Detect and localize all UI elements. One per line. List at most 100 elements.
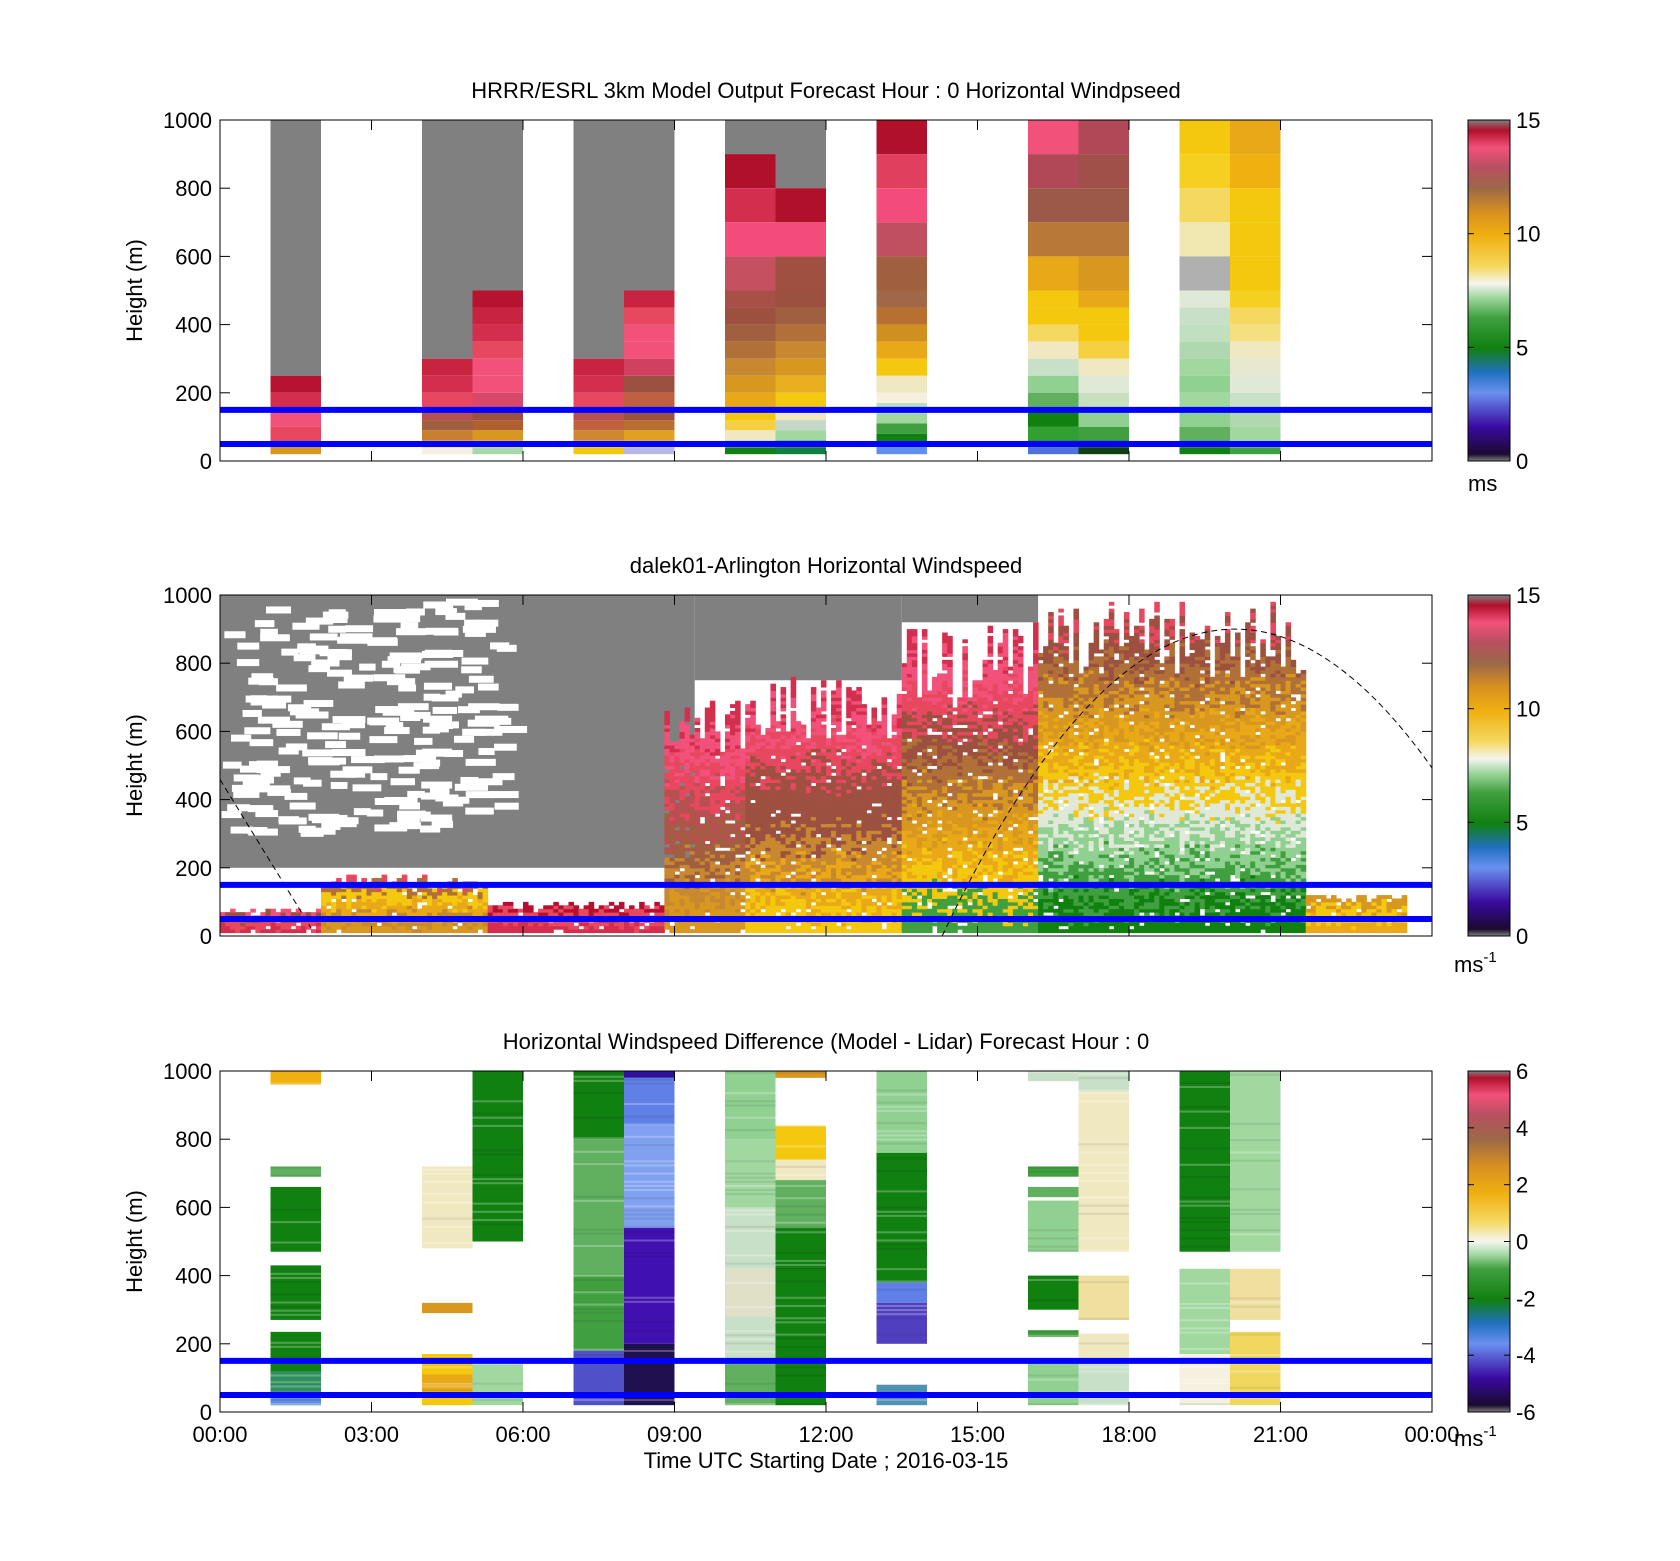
heatmap-cell	[427, 892, 433, 896]
heatmap-cell	[705, 796, 711, 800]
heatmap-cell	[690, 748, 696, 752]
heatmap-cell	[664, 718, 670, 722]
heatmap-cell	[503, 905, 509, 909]
heatmap-cell	[685, 823, 691, 827]
heatmap-cell	[664, 827, 670, 831]
heatmap-cell	[877, 120, 928, 154]
heatmap-cell	[412, 905, 418, 909]
heatmap-cell	[664, 813, 670, 817]
heatmap-cell	[336, 888, 342, 892]
heatmap-cell	[351, 902, 357, 906]
heatmap-cell	[452, 905, 458, 909]
heatmap-cell	[336, 922, 342, 926]
heatmap-cell	[462, 905, 468, 909]
heatmap-cell	[685, 779, 691, 783]
heatmap-cell	[690, 922, 696, 926]
heatmap-cell	[356, 905, 362, 909]
heatmap-cell	[669, 755, 675, 759]
heatmap-cell	[685, 929, 691, 933]
colorbar-tick-label: 15	[1516, 108, 1540, 133]
heatmap-cell	[346, 926, 352, 930]
heatmap-cell	[634, 926, 640, 930]
heatmap-cell	[361, 912, 367, 916]
heatmap-cell	[382, 875, 388, 879]
heatmap-cell	[260, 912, 266, 916]
heatmap-cell	[473, 325, 524, 342]
heatmap-cell	[508, 912, 514, 916]
heatmap-cell	[695, 905, 701, 909]
heatmap-cell	[473, 926, 479, 930]
heatmap-cell	[402, 922, 408, 926]
heatmap-cell	[442, 898, 448, 902]
heatmap-cell	[725, 308, 776, 325]
heatmap-cell	[664, 738, 670, 742]
heatmap-cell	[680, 851, 686, 855]
heatmap-cell	[528, 905, 534, 909]
heatmap-cell	[695, 752, 701, 756]
panel-title: dalek01-Arlington Horizontal Windspeed	[630, 553, 1023, 578]
heatmap-cell	[528, 909, 534, 913]
heatmap-cell	[614, 909, 620, 913]
heatmap-cell	[685, 878, 691, 882]
heatmap-cell	[462, 926, 468, 930]
heatmap-cell	[397, 888, 403, 892]
heatmap-cell	[281, 929, 287, 933]
heatmap-cell	[690, 800, 696, 804]
heatmap-cell	[488, 912, 494, 916]
heatmap-cell	[695, 735, 701, 739]
heatmap-cell	[321, 898, 327, 902]
heatmap-cell	[574, 376, 625, 393]
heatmap-cell	[230, 909, 236, 913]
heatmap-cell	[387, 905, 393, 909]
heatmap-cell	[523, 912, 529, 916]
heatmap-cell	[675, 898, 681, 902]
heatmap-cell	[361, 878, 367, 882]
heatmap-cell	[432, 898, 438, 902]
heatmap-cell	[695, 810, 701, 814]
heatmap-cell	[574, 905, 580, 909]
heatmap-cell	[664, 752, 670, 756]
heatmap-cell	[654, 929, 660, 933]
heatmap-cell	[589, 926, 595, 930]
heatmap-cell	[452, 892, 458, 896]
heatmap-cell	[609, 912, 615, 916]
heatmap-cell	[700, 827, 706, 831]
heatmap-cell	[1079, 256, 1130, 290]
heatmap-cell	[654, 926, 660, 930]
heatmap-cell	[690, 810, 696, 814]
heatmap-cell	[361, 905, 367, 909]
heatmap-cell	[695, 789, 701, 793]
heatmap-cell	[457, 909, 463, 913]
heatmap-cell	[690, 783, 696, 787]
heatmap-cell	[392, 895, 398, 899]
heatmap-cell	[563, 912, 569, 916]
heatmap-cell	[422, 447, 473, 454]
heatmap-cell	[685, 817, 691, 821]
heatmap-cell	[260, 922, 266, 926]
heatmap-cell	[680, 830, 686, 834]
y-tick-label: 0	[200, 449, 212, 474]
no-data-cell	[271, 120, 322, 376]
heatmap-cell	[700, 864, 706, 868]
heatmap-cell	[675, 755, 681, 759]
heatmap-cell	[574, 359, 625, 376]
heatmap-cell	[574, 929, 580, 933]
heatmap-cell	[664, 772, 670, 776]
heatmap-cell	[392, 909, 398, 913]
heatmap-cell	[478, 888, 484, 892]
heatmap-cell	[680, 745, 686, 749]
heatmap-cell	[725, 222, 776, 256]
heatmap-cell	[680, 895, 686, 899]
heatmap-cell	[281, 912, 287, 916]
heatmap-cell	[473, 308, 524, 325]
heatmap-cell	[473, 342, 524, 359]
heatmap-cell	[316, 922, 322, 926]
heatmap-cell	[356, 922, 362, 926]
heatmap-cell	[664, 851, 670, 855]
heatmap-cell	[680, 827, 686, 831]
heatmap-cell	[675, 922, 681, 926]
heatmap-cell	[695, 929, 701, 933]
heatmap-cell	[690, 786, 696, 790]
heatmap-cell	[1230, 359, 1281, 376]
heatmap-cell	[614, 926, 620, 930]
